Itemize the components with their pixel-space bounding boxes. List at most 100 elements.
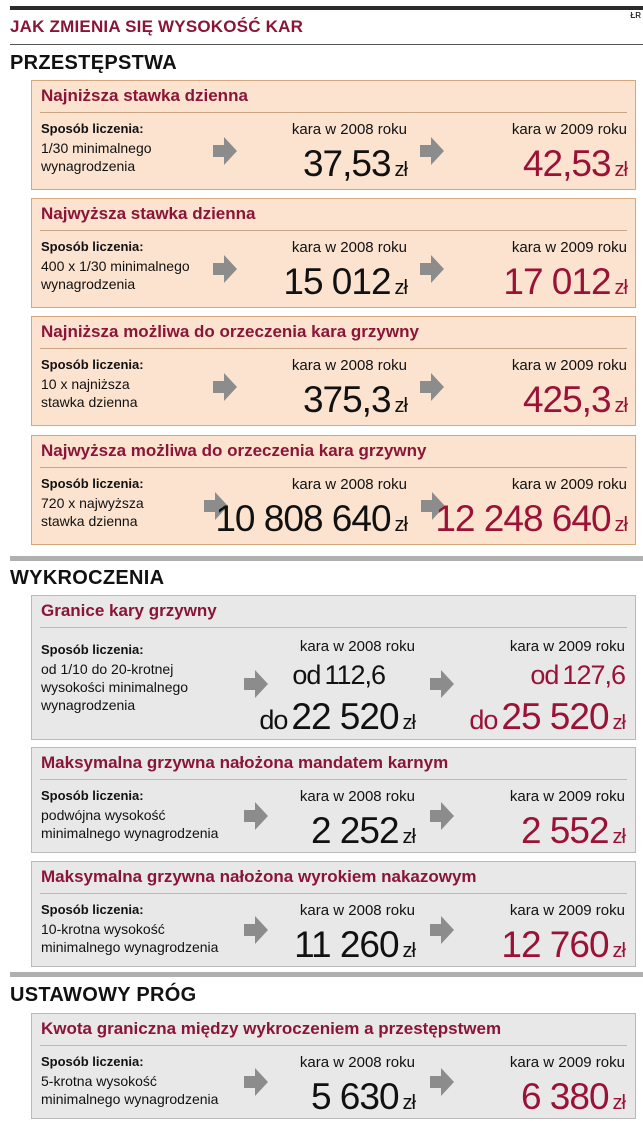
arrow-right-icon	[430, 1068, 454, 1096]
amount-2009: 12 248 640	[435, 498, 611, 539]
value-2008: 11 260 zł	[294, 924, 416, 965]
value-2009-to: do 25 520 zł	[469, 696, 626, 737]
box-divider	[40, 627, 627, 628]
currency-label: zł	[402, 712, 416, 734]
value-2008-from: od 112,6	[292, 660, 386, 690]
currency-label: zł	[612, 940, 626, 962]
method-label: Sposób liczenia:	[41, 1054, 144, 1069]
arrow-right-icon	[420, 373, 444, 401]
value-2008: 15 012 zł	[283, 263, 408, 300]
year-2008-label: kara w 2008 roku	[291, 357, 407, 374]
currency-label: zł	[402, 826, 416, 848]
page-title: JAK ZMIENIA SIĘ WYSOKOŚĆ KAR	[10, 17, 304, 36]
amount-2008-from: 112,6	[324, 660, 386, 690]
method-label: Sposób liczenia:	[41, 239, 144, 254]
info-box: Maksymalna grzywna nałożona mandatem kar…	[31, 747, 636, 853]
value-2009: 425,3 zł	[522, 379, 628, 420]
method-label: Sposób liczenia:	[41, 902, 144, 917]
box-title: Najniższa stawka dzienna	[41, 86, 248, 105]
currency-label: zł	[614, 277, 628, 299]
currency-label: zł	[394, 514, 408, 536]
year-2009-label: kara w 2009 roku	[509, 902, 625, 919]
arrow-right-icon	[204, 492, 228, 520]
top-rule	[10, 6, 643, 10]
year-2008-label: kara w 2008 roku	[299, 788, 415, 805]
arrow-right-icon	[213, 137, 237, 165]
to-label: do	[469, 705, 498, 735]
box-title: Najwyższa możliwa do orzeczenia kara grz…	[41, 441, 427, 460]
amount-2009: 17 012	[503, 261, 611, 302]
method-text: 720 x najwyższa stawka dzienna	[41, 495, 144, 529]
amount-2008: 375,3	[302, 379, 392, 420]
amount-2008: 5 630	[310, 1076, 400, 1117]
amount-2009: 425,3	[522, 379, 612, 420]
method-text: 5-krotna wysokość minimalnego wynagrodze…	[41, 1073, 219, 1107]
arrow-right-icon	[430, 670, 454, 698]
amount-2009: 6 380	[520, 1076, 610, 1117]
year-2009-label: kara w 2009 roku	[511, 357, 627, 374]
info-box: Najwyższa możliwa do orzeczenia kara grz…	[31, 435, 636, 545]
currency-label: zł	[402, 1092, 416, 1114]
box-title: Maksymalna grzywna nałożona wyrokiem nak…	[41, 867, 477, 886]
method-label: Sposób liczenia:	[41, 476, 144, 491]
amount-2008: 37,53	[302, 143, 392, 184]
currency-label: zł	[614, 159, 628, 181]
value-2009: 17 012 zł	[503, 261, 628, 302]
year-2009-label: kara w 2009 roku	[511, 239, 627, 256]
method-label: Sposób liczenia:	[41, 121, 144, 136]
amount-2009-to: 25 520	[501, 696, 609, 737]
box-divider	[40, 1045, 627, 1046]
method-text: podwójna wysokość minimalnego wynagrodze…	[41, 807, 219, 841]
box-divider	[40, 467, 627, 468]
amount-2008: 2 252	[310, 810, 400, 851]
method-text: 1/30 minimalnego wynagrodzenia	[41, 140, 152, 174]
arrow-right-icon	[244, 916, 268, 944]
arrow-right-icon	[421, 492, 445, 520]
box-divider	[40, 893, 627, 894]
value-2009-from: od 127,6	[530, 660, 626, 690]
year-2009-label: kara w 2009 roku	[511, 476, 627, 493]
amount-2009: 12 760	[501, 924, 609, 965]
amount-2008: 11 260	[294, 924, 399, 965]
currency-label: zł	[612, 712, 626, 734]
currency-label: zł	[394, 277, 408, 299]
currency-label: zł	[394, 395, 408, 417]
box-title: Najwyższa stawka dzienna	[41, 204, 256, 223]
arrow-right-icon	[213, 255, 237, 283]
value-2008: 2 252 zł	[310, 810, 416, 851]
author-credit: ŁR	[630, 11, 641, 20]
currency-label: zł	[612, 826, 626, 848]
box-title: Kwota graniczna między wykroczeniem a pr…	[41, 1019, 502, 1038]
box-title: Maksymalna grzywna nałożona mandatem kar…	[41, 753, 449, 772]
method-label: Sposób liczenia:	[41, 788, 144, 803]
value-2008-to: do 22 520 zł	[259, 696, 416, 737]
amount-2009: 2 552	[520, 810, 610, 851]
from-label: od	[530, 660, 559, 690]
year-2008-label: kara w 2008 roku	[291, 239, 407, 256]
year-2008-label: kara w 2008 roku	[299, 902, 415, 919]
info-box: Granice kary grzywny Sposób liczenia: od…	[31, 595, 636, 740]
info-box: Kwota graniczna między wykroczeniem a pr…	[31, 1013, 636, 1119]
year-2009-label: kara w 2009 roku	[509, 1054, 625, 1071]
box-title: Najniższa możliwa do orzeczenia kara grz…	[41, 322, 419, 341]
amount-2009: 42,53	[522, 143, 612, 184]
arrow-right-icon	[244, 1068, 268, 1096]
info-box: Maksymalna grzywna nałożona wyrokiem nak…	[31, 861, 636, 967]
amount-2008-to: 22 520	[291, 696, 399, 737]
box-divider	[40, 112, 627, 113]
section-divider	[10, 556, 643, 561]
method-text: od 1/10 do 20-krotnej wysokości minimaln…	[41, 661, 189, 713]
currency-label: zł	[614, 514, 628, 536]
value-2009: 42,53 zł	[522, 143, 628, 184]
section-heading-wykroczenia: WYKROCZENIA	[10, 567, 165, 589]
year-2008-label: kara w 2008 roku	[291, 476, 407, 493]
arrow-right-icon	[213, 373, 237, 401]
value-2008: 37,53 zł	[302, 143, 408, 184]
value-2009: 6 380 zł	[520, 1076, 626, 1117]
year-2009-label: kara w 2009 roku	[511, 121, 627, 138]
value-2008: 375,3 zł	[302, 379, 408, 420]
from-label: od	[292, 660, 321, 690]
amount-2009-from: 127,6	[562, 660, 626, 690]
currency-label: zł	[612, 1092, 626, 1114]
year-2008-label: kara w 2008 roku	[299, 638, 415, 655]
